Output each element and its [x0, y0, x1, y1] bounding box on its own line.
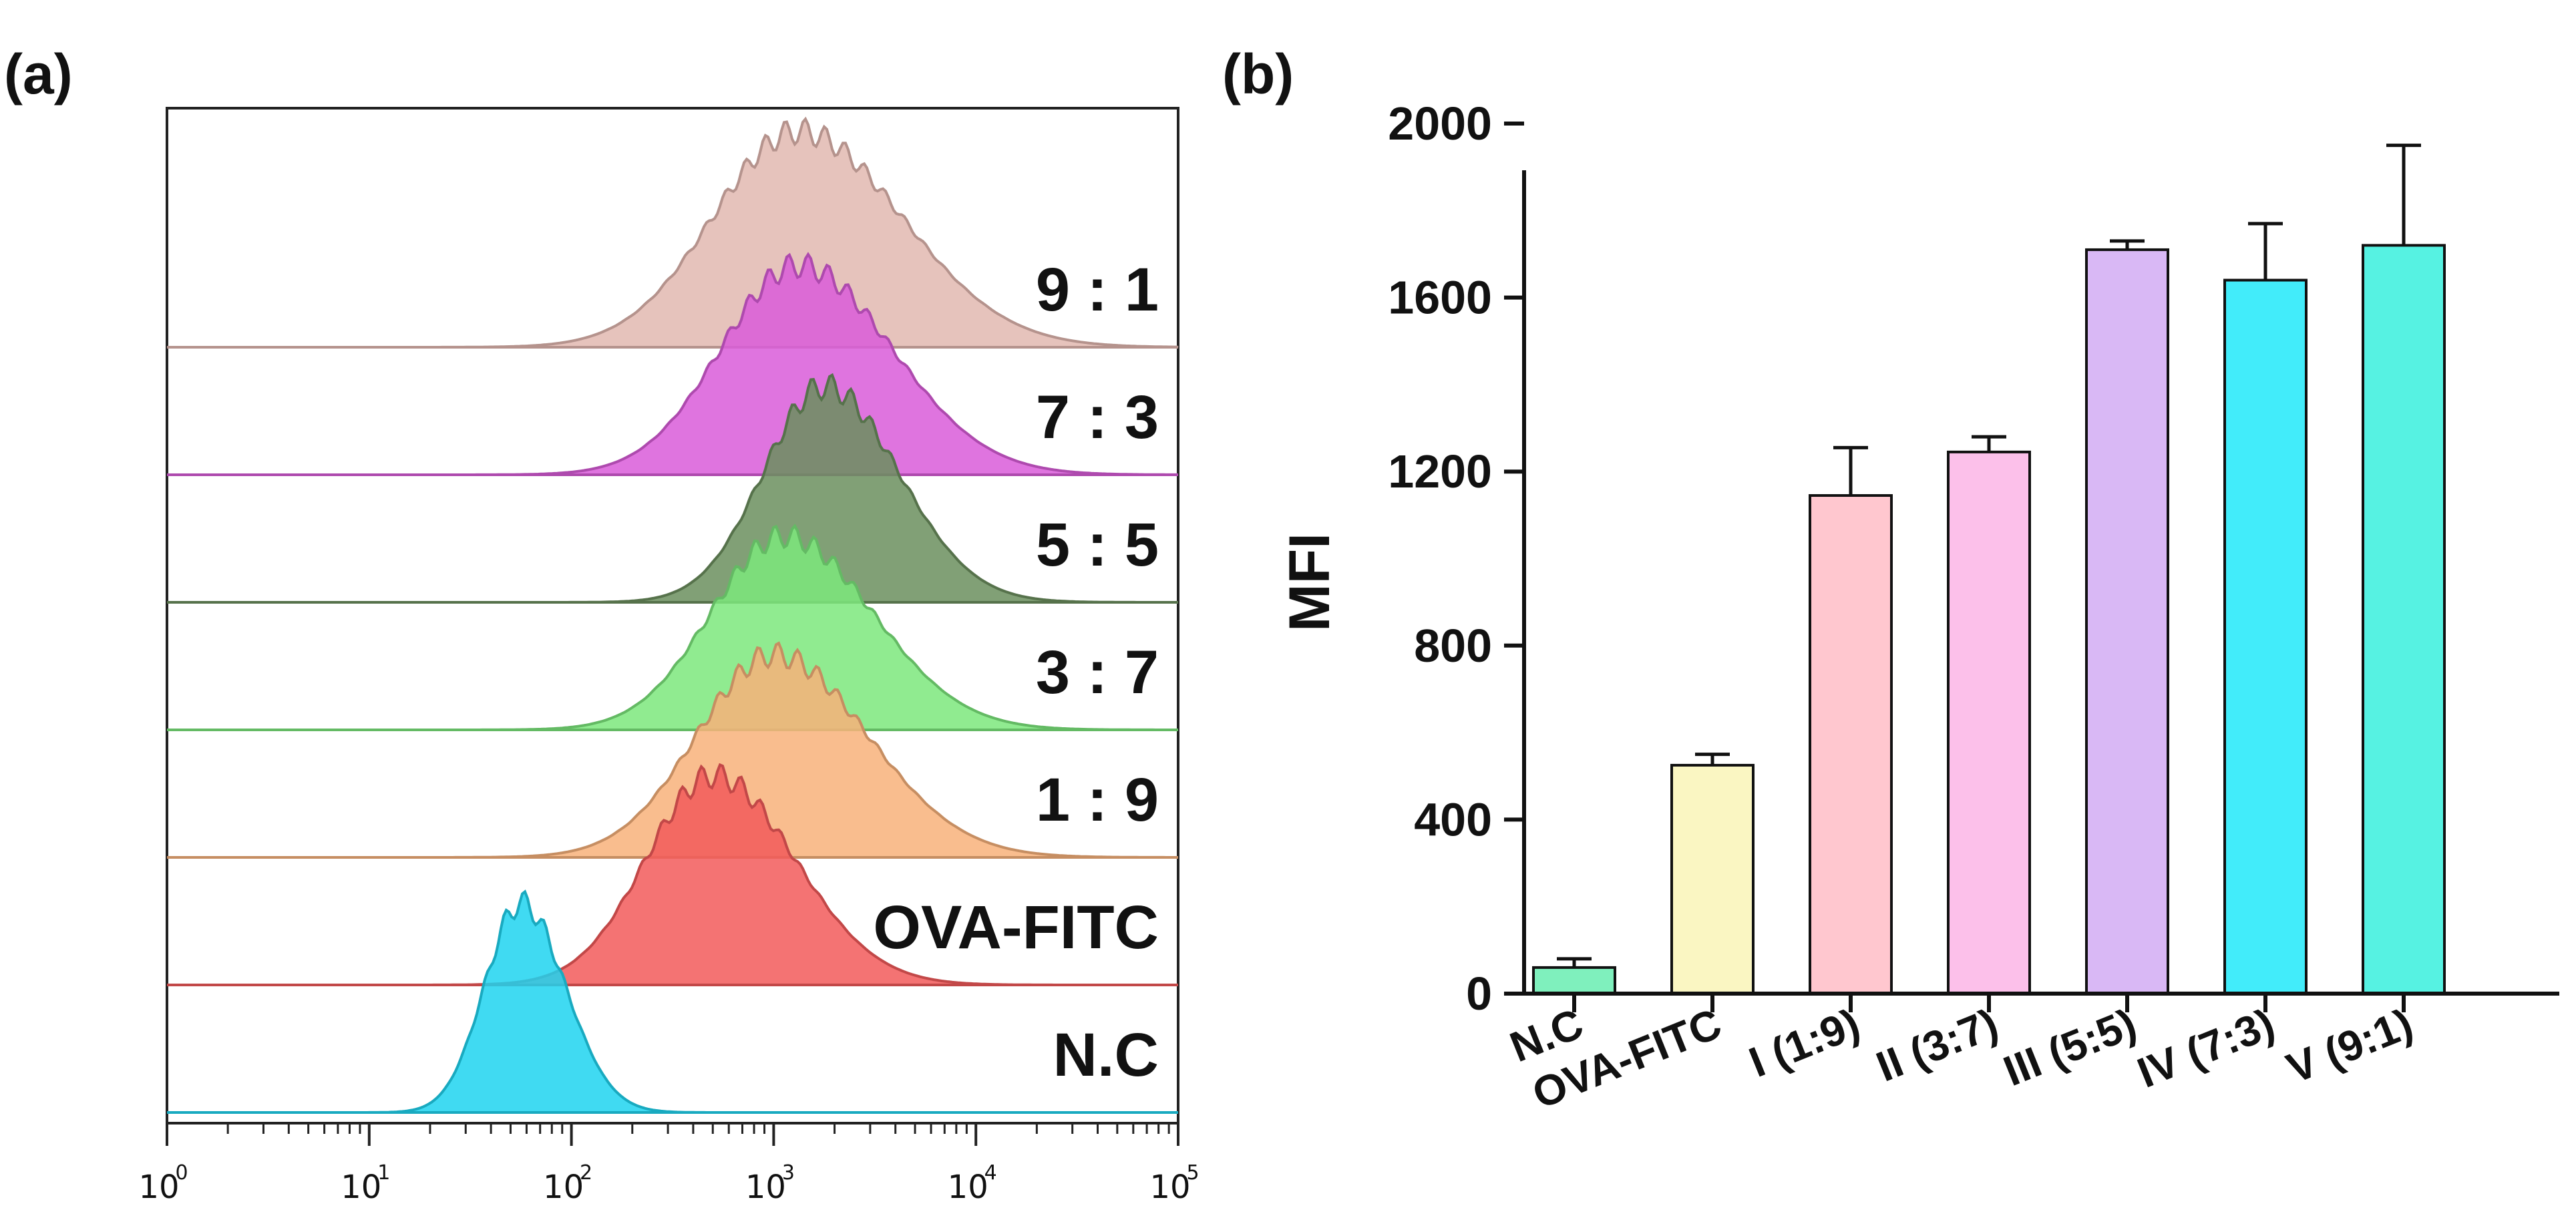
x-tick-exponent: 3: [782, 1161, 795, 1185]
x-tick-exponent: 5: [1186, 1161, 1199, 1185]
bar-y-axis: 0 400 800 1200 1600 2000: [1388, 97, 1526, 1020]
x-tick-label: 10: [745, 1169, 786, 1206]
histogram-5-5: [167, 373, 1178, 604]
x-tick-exponent: 4: [984, 1161, 997, 1185]
x-tick-exponent: 1: [377, 1161, 390, 1185]
x-tick-label: 10: [138, 1169, 179, 1206]
y-axis-label: MFI: [1278, 533, 1342, 632]
histogram-9-1: [167, 116, 1179, 349]
histogram-ova-fitc: [167, 763, 1178, 986]
x-tick-label: 10: [543, 1169, 584, 1206]
x-category-label: V (9:1): [2280, 999, 2419, 1092]
y-tick-label: 1200: [1388, 445, 1492, 497]
histogram-frame: [166, 107, 1179, 1124]
bar-n-c: [1532, 966, 1616, 996]
histogram-1-9: [167, 641, 1178, 859]
histogram-7-3: [167, 252, 1179, 476]
y-tick-label: 2000: [1388, 97, 1492, 150]
panel-a-label: (a): [4, 43, 73, 106]
x-tick-label: 10: [1149, 1169, 1190, 1206]
histogram-n-c: [167, 889, 1178, 1114]
bar-iii-5-5-: [2085, 248, 2169, 995]
x-tick-label: 10: [948, 1169, 988, 1206]
sample-label: OVA-FITC: [873, 893, 1159, 962]
y-tick-label: 0: [1466, 968, 1492, 1020]
x-category-label: I (1:9): [1742, 999, 1866, 1086]
y-tick-label: 800: [1414, 620, 1492, 672]
bar-ova-fitc: [1670, 763, 1755, 996]
bar-iv-7-3-: [2223, 278, 2308, 995]
histogram-x-axis: 100 101 102 103 104 105: [138, 1123, 1200, 1206]
sample-label: 7 : 3: [1036, 383, 1159, 451]
sample-label: N.C: [1053, 1021, 1159, 1089]
x-tick-exponent: 2: [580, 1161, 592, 1185]
panel-b-label: (b): [1222, 43, 1294, 106]
sample-label: 9 : 1: [1036, 256, 1159, 324]
x-tick-label: 10: [341, 1169, 381, 1206]
x-category-label: III (5:5): [1997, 999, 2143, 1095]
bar-v-9-1-: [2362, 244, 2446, 995]
y-tick-label: 1600: [1388, 272, 1492, 324]
x-tick-exponent: 0: [175, 1161, 188, 1185]
sample-label: 3 : 7: [1036, 638, 1159, 706]
histogram-3-7: [167, 524, 1178, 731]
sample-label: 1 : 9: [1036, 766, 1159, 834]
x-category-label: II (3:7): [1870, 999, 2005, 1090]
bar-ii-3-7-: [1947, 450, 2031, 995]
bar-i-1-9-: [1809, 494, 1893, 995]
y-tick-label: 400: [1414, 793, 1492, 845]
sample-label: 5 : 5: [1036, 511, 1159, 579]
x-category-label: IV (7:3): [2131, 999, 2281, 1097]
